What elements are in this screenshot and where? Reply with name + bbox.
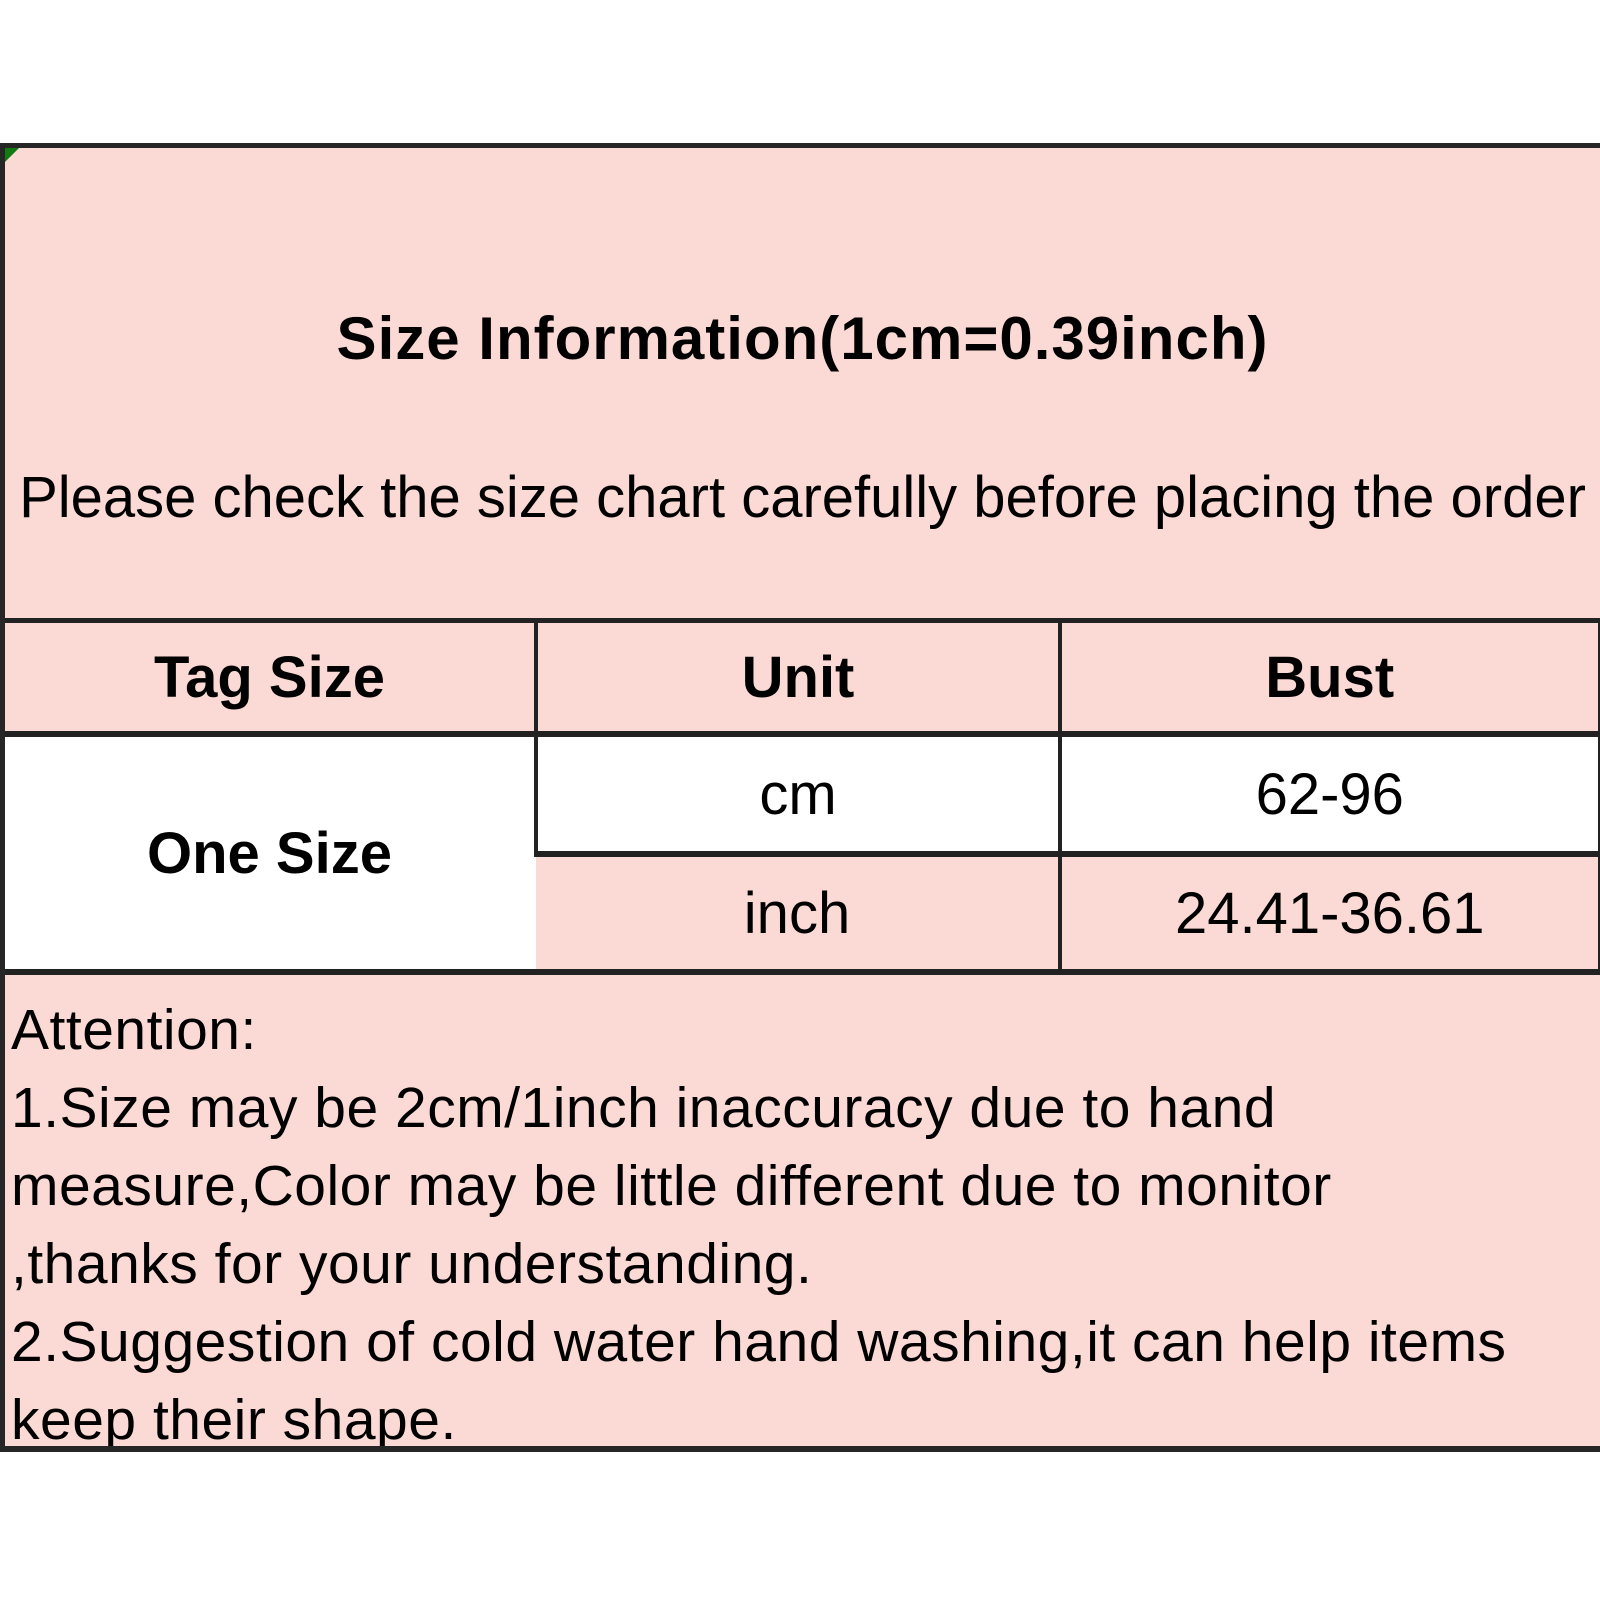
size-chart-notice: Please check the size chart carefully be… — [19, 465, 1586, 530]
table-header-row: Tag Size Unit Bust — [5, 620, 1600, 737]
cell-unit-cm: cm — [534, 734, 1060, 857]
attention-note-1: 1.Size may be 2cm/1inch inaccuracy due t… — [11, 1076, 1277, 1140]
corner-fold-icon — [5, 148, 19, 162]
attention-note-1-end: ,thanks for your understanding. — [11, 1232, 813, 1296]
attention-block: Attention: 1.Size may be 2cm/1inch inacc… — [11, 991, 1595, 1452]
cell-unit-inch: inch — [536, 854, 1060, 972]
table-row-inch: inch 24.41-36.61 — [5, 854, 1600, 972]
attention-note-2-end: keep their shape. — [11, 1388, 457, 1452]
attention-note-2: 2.Suggestion of cold water hand washing,… — [11, 1310, 1507, 1374]
cell-bust-cm: 62-96 — [1058, 734, 1600, 857]
col-header-unit: Unit — [534, 620, 1060, 737]
cell-bust-inch: 24.41-36.61 — [1058, 854, 1600, 972]
col-header-tag-size: Tag Size — [5, 620, 536, 737]
cell-tag-size: One Size — [5, 734, 536, 975]
size-table: Tag Size Unit Bust One Size cm 62-96 inc… — [5, 618, 1600, 975]
attention-note-1-cont: measure,Color may be little different du… — [11, 1154, 1332, 1218]
table-row-cm: One Size cm 62-96 — [5, 734, 1600, 975]
col-header-bust: Bust — [1058, 620, 1600, 737]
page-title: Size Information(1cm=0.39inch) — [336, 305, 1269, 372]
size-info-panel: Size Information(1cm=0.39inch) Please ch… — [0, 143, 1600, 1452]
attention-heading: Attention: — [11, 998, 257, 1062]
